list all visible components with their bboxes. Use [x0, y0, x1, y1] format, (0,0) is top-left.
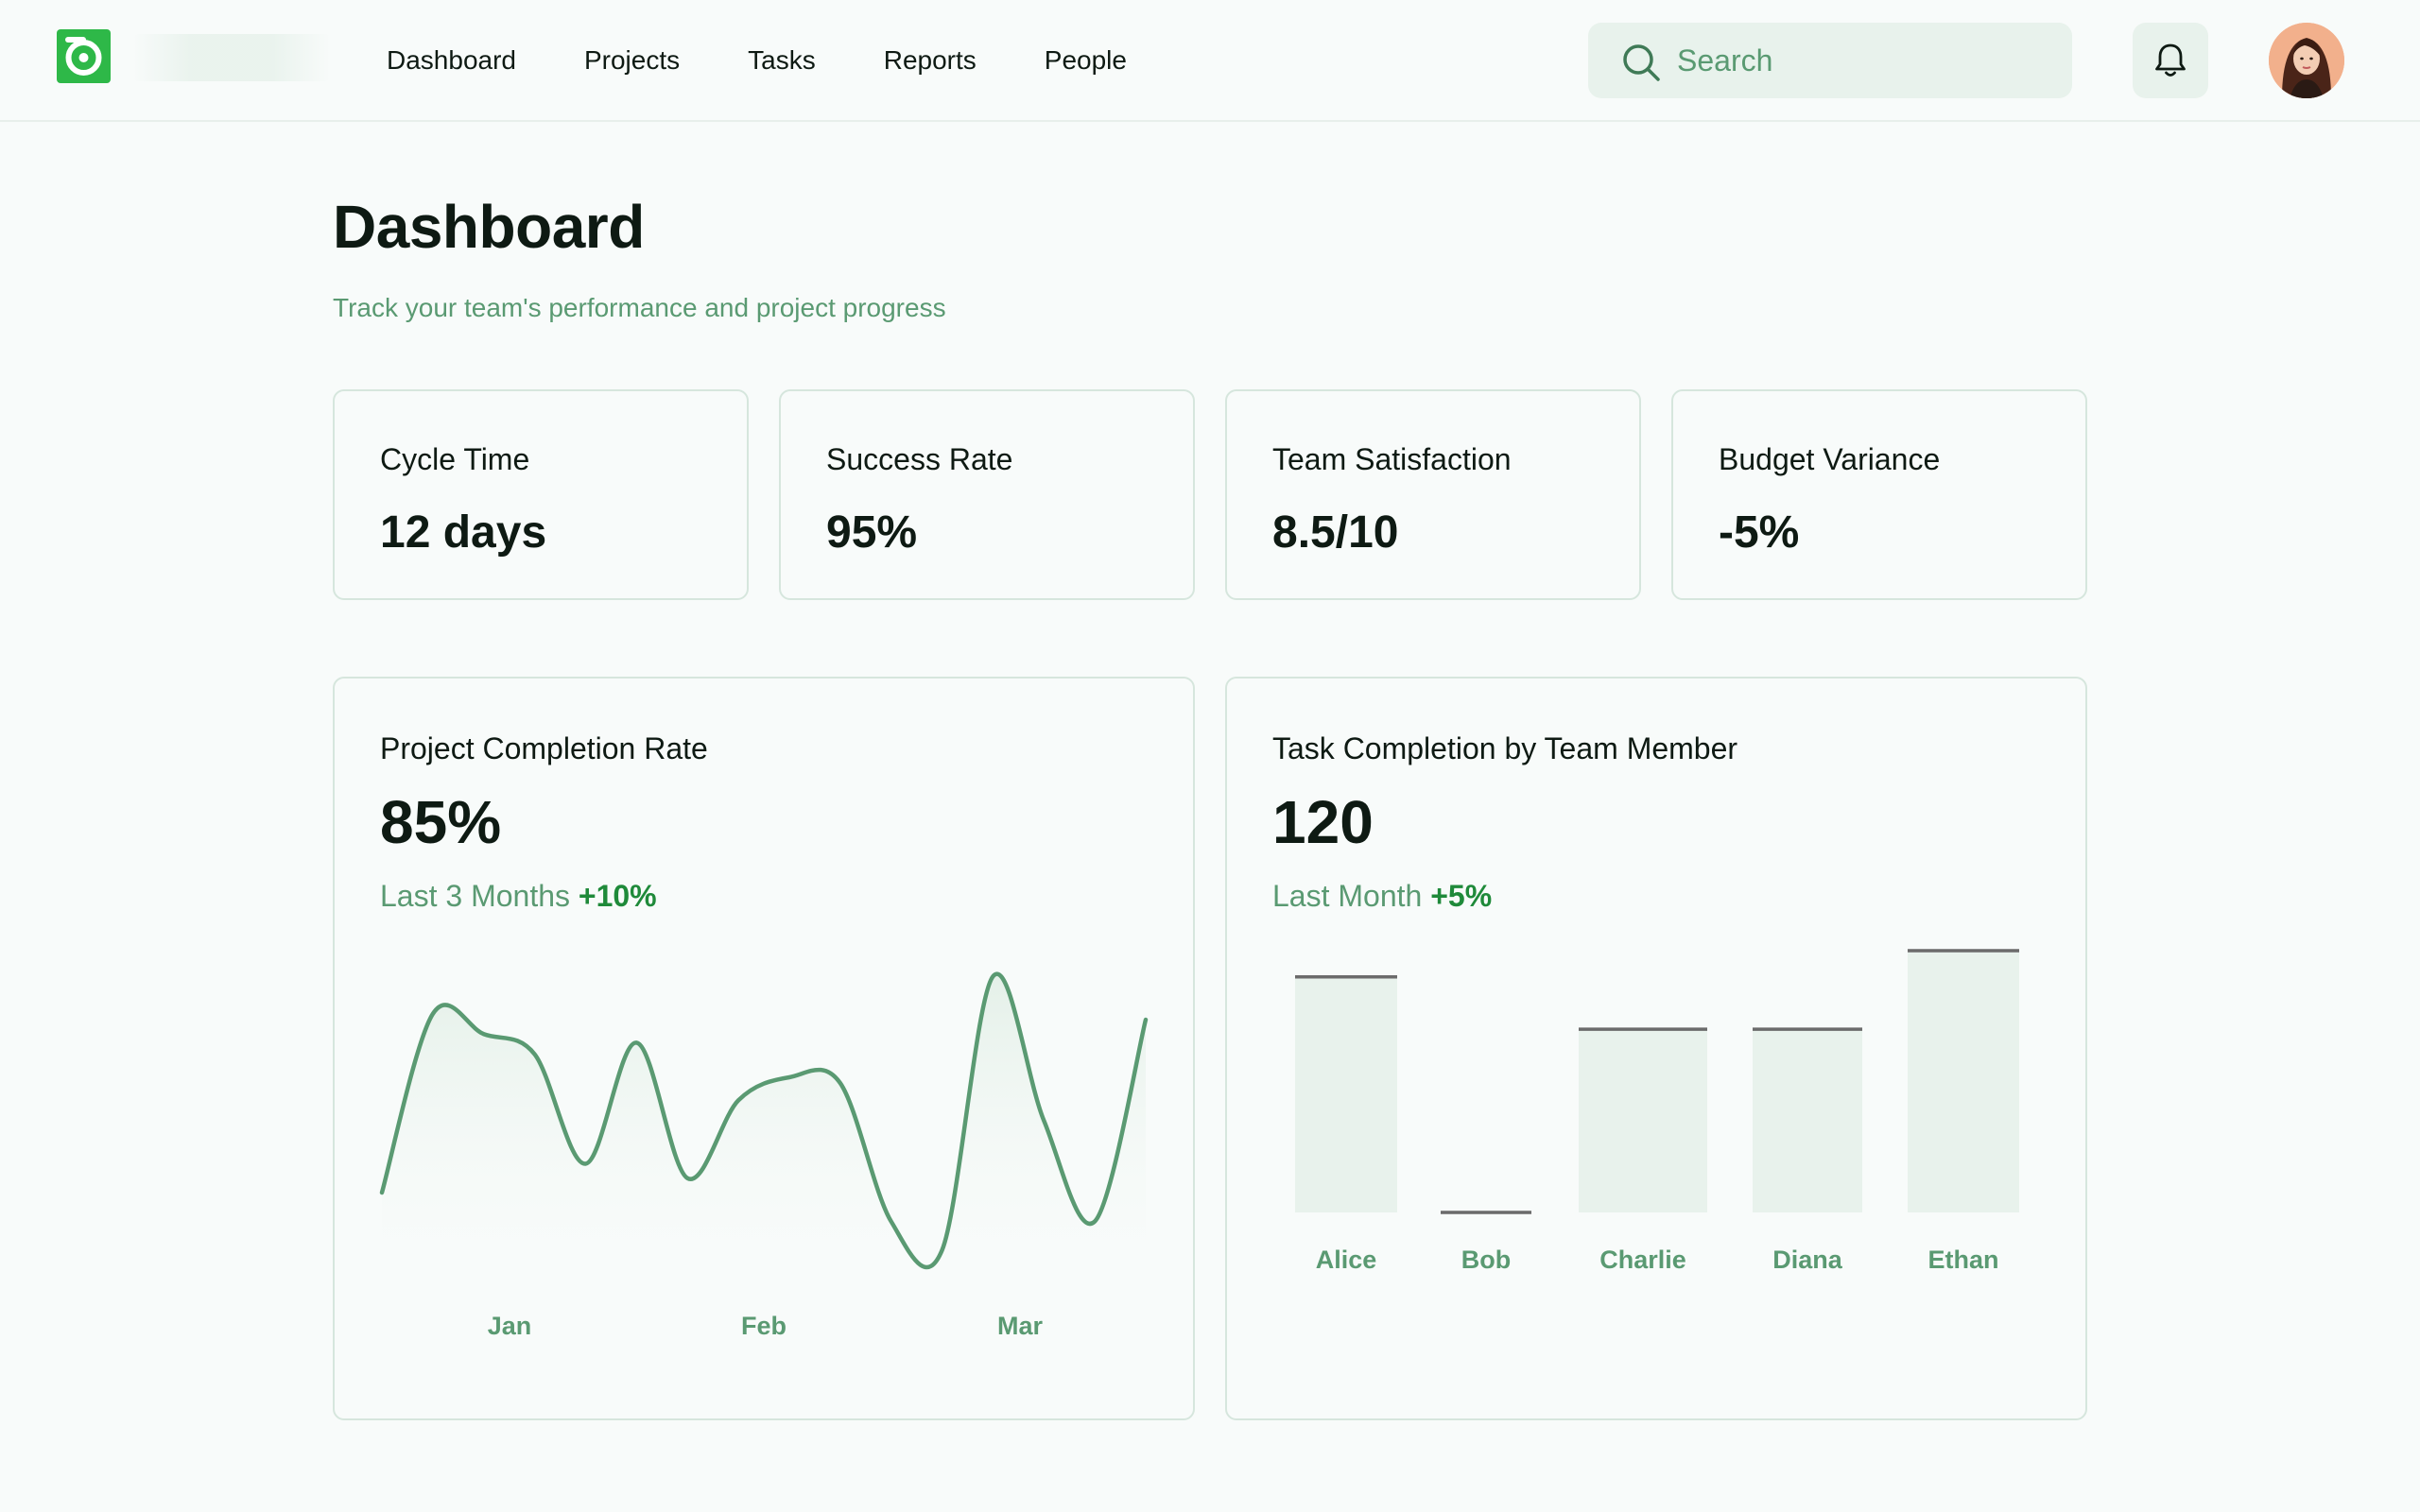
delta-value: +10%: [578, 879, 657, 913]
bar-category-label: Charlie: [1599, 1246, 1686, 1274]
kpi-label: Budget Variance: [1719, 442, 1941, 476]
kpi-value: 95%: [826, 507, 918, 558]
bar: [1908, 951, 2019, 1212]
card-period: Last 3 Months +10%: [380, 877, 657, 915]
bar: [1295, 976, 1397, 1212]
bar-category-label: Bob: [1461, 1246, 1511, 1274]
bar: [1753, 1029, 1862, 1212]
card-title: Project Completion Rate: [380, 731, 708, 765]
kpi-value: 8.5/10: [1272, 507, 1399, 558]
bar-category-label: Ethan: [1927, 1246, 1998, 1274]
kpi-card-budget-variance: Budget Variance -5%: [1671, 389, 2087, 600]
kpi-value: 12 days: [380, 507, 547, 558]
bell-icon: [2155, 43, 2186, 77]
period-label: Last Month: [1272, 879, 1423, 913]
task-bar-chart: Alice Bob Charlie Diana Ethan: [1295, 949, 2019, 1274]
delta-value: +5%: [1430, 879, 1493, 913]
search-box[interactable]: [1588, 23, 2072, 98]
page-subtitle: Track your team's performance and projec…: [333, 293, 946, 322]
kpi-label: Success Rate: [826, 442, 1013, 476]
kpi-card-success-rate: Success Rate 95%: [779, 389, 1195, 600]
kpi-value: -5%: [1719, 507, 1800, 558]
period-label: Last 3 Months: [380, 879, 570, 913]
main-nav: Dashboard Projects Tasks Reports People: [387, 42, 1195, 79]
kpi-card-team-satisfaction: Team Satisfaction 8.5/10: [1225, 389, 1641, 600]
kpi-label: Team Satisfaction: [1272, 442, 1512, 476]
task-completion-card: Task Completion by Team Member 120 Last …: [1225, 677, 2087, 1420]
completion-line-chart: Jan Feb Mar: [379, 971, 1149, 1340]
kpi-card-cycle-time: Cycle Time 12 days: [333, 389, 749, 600]
logo-wordmark-placeholder: [132, 34, 331, 81]
nav-item-tasks[interactable]: Tasks: [748, 45, 816, 75]
nav-item-dashboard[interactable]: Dashboard: [387, 45, 516, 75]
card-period: Last Month +5%: [1272, 877, 1492, 915]
card-title: Task Completion by Team Member: [1272, 731, 1738, 765]
bar: [1579, 1029, 1707, 1212]
search-icon: [1623, 44, 1660, 81]
x-tick-label: Feb: [741, 1312, 786, 1340]
user-avatar[interactable]: [2269, 23, 2344, 98]
app-logo-icon[interactable]: [57, 29, 111, 83]
x-tick-label: Jan: [488, 1312, 532, 1340]
search-input[interactable]: [1677, 23, 2055, 98]
card-value: 120: [1272, 788, 1374, 856]
card-value: 85%: [380, 788, 502, 856]
page-title: Dashboard: [333, 193, 645, 261]
bar-category-label: Alice: [1316, 1246, 1377, 1274]
nav-item-people[interactable]: People: [1044, 45, 1127, 75]
line-series: [379, 971, 1149, 1270]
nav-item-projects[interactable]: Projects: [583, 45, 681, 75]
kpi-label: Cycle Time: [380, 442, 530, 476]
top-navigation-bar: Dashboard Projects Tasks Reports People: [0, 0, 2420, 122]
notifications-button[interactable]: [2133, 23, 2208, 98]
nav-item-reports[interactable]: Reports: [883, 45, 977, 75]
bar-category-label: Diana: [1772, 1246, 1843, 1274]
project-completion-card: Project Completion Rate 85% Last 3 Month…: [333, 677, 1195, 1420]
line-area-fill: [382, 973, 1146, 1288]
x-tick-label: Mar: [997, 1312, 1044, 1340]
